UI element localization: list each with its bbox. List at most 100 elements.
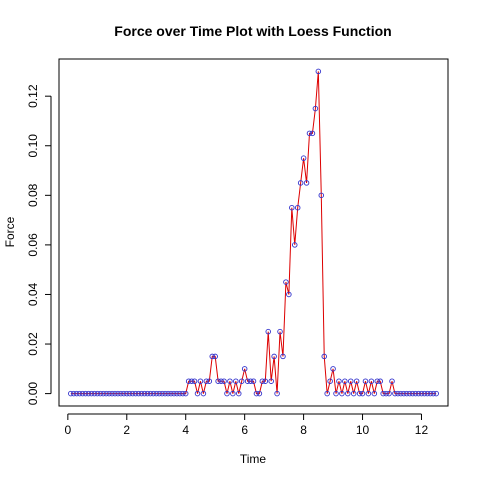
- data-point: [218, 378, 224, 384]
- x-tick-label: 6: [241, 423, 248, 437]
- data-point: [79, 390, 86, 397]
- data-point: [194, 390, 201, 397]
- x-axis: 0 2 4 6 8 10 12: [64, 413, 429, 437]
- plot-area-box: [58, 58, 449, 407]
- data-point: [91, 390, 98, 397]
- y-axis: 0.00 0.02 0.04 0.06 0.08 0.10 0.12: [26, 84, 52, 405]
- data-point: [238, 378, 245, 384]
- data-point: [212, 353, 218, 360]
- data-point: [230, 390, 236, 397]
- x-tick-label: 0: [64, 423, 71, 437]
- data-point: [424, 390, 431, 397]
- data-point: [162, 390, 168, 397]
- data-point: [289, 204, 295, 211]
- data-point: [88, 390, 95, 397]
- data-point: [389, 378, 395, 384]
- y-tick-label: 0.04: [26, 282, 40, 306]
- x-tick-label: 12: [415, 423, 429, 437]
- x-tick-label: 2: [123, 423, 130, 437]
- chart-title: Force over Time Plot with Loess Function: [114, 23, 391, 39]
- data-point: [321, 353, 327, 360]
- data-point: [124, 390, 130, 397]
- data-point: [200, 390, 207, 397]
- data-point: [312, 105, 319, 112]
- data-point: [392, 390, 398, 397]
- data-point: [165, 390, 171, 397]
- data-point: [106, 390, 112, 397]
- data-point: [371, 390, 378, 397]
- data-point: [174, 390, 180, 397]
- data-point: [132, 390, 139, 397]
- x-tick-label: 10: [356, 423, 370, 437]
- data-point: [280, 353, 286, 360]
- data-point: [333, 390, 339, 397]
- data-point: [330, 366, 336, 372]
- data-point: [185, 378, 192, 384]
- data-point: [336, 378, 342, 384]
- data-point: [82, 390, 89, 397]
- data-point: [306, 130, 313, 137]
- data-point: [191, 378, 198, 384]
- data-point: [395, 390, 401, 397]
- data-point: [377, 378, 383, 384]
- y-tick-label: 0.08: [26, 183, 40, 207]
- data-point: [159, 390, 165, 397]
- data-point: [188, 378, 195, 384]
- data-point: [224, 390, 230, 397]
- data-point: [68, 390, 74, 397]
- data-point: [262, 378, 269, 384]
- data-point: [206, 378, 213, 384]
- data-point: [418, 390, 425, 397]
- y-tick-label: 0.06: [26, 233, 40, 257]
- data-point: [233, 378, 239, 384]
- data-point: [97, 390, 104, 397]
- data-point: [294, 204, 301, 211]
- data-point: [365, 390, 372, 397]
- data-point: [256, 390, 263, 397]
- data-point: [247, 378, 254, 384]
- data-point: [268, 378, 274, 384]
- data-point: [353, 378, 360, 384]
- data-point: [383, 390, 389, 397]
- data-point: [421, 390, 428, 397]
- data-point: [427, 390, 434, 397]
- data-point: [227, 378, 233, 384]
- data-point: [221, 378, 227, 384]
- data-point: [283, 279, 289, 285]
- data-point: [70, 390, 77, 397]
- y-tick-label: 0.10: [26, 134, 40, 158]
- data-point: [241, 366, 248, 372]
- data-point: [141, 390, 148, 397]
- data-point: [215, 378, 221, 384]
- data-point: [303, 180, 310, 186]
- data-point: [368, 378, 375, 384]
- data-point: [153, 390, 159, 397]
- data-point: [177, 390, 183, 397]
- data-point: [129, 390, 136, 397]
- data-point: [297, 180, 304, 186]
- data-point: [244, 378, 251, 384]
- data-point: [168, 390, 174, 397]
- data-point: [126, 390, 133, 397]
- data-points-group: [68, 68, 439, 397]
- data-point: [356, 390, 363, 397]
- data-point: [180, 390, 186, 397]
- data-point: [203, 378, 210, 384]
- data-point: [409, 390, 416, 397]
- data-point: [73, 390, 80, 397]
- data-point: [433, 390, 439, 397]
- data-point: [112, 390, 118, 397]
- data-point: [265, 328, 271, 335]
- data-point: [327, 378, 333, 384]
- data-point: [342, 378, 348, 384]
- data-point: [300, 155, 307, 161]
- data-point: [150, 390, 157, 397]
- data-point: [350, 390, 357, 397]
- data-point: [412, 390, 419, 397]
- data-point: [345, 390, 351, 397]
- data-point: [406, 390, 413, 397]
- data-point: [259, 378, 266, 384]
- data-point: [94, 390, 101, 397]
- data-point: [182, 390, 189, 397]
